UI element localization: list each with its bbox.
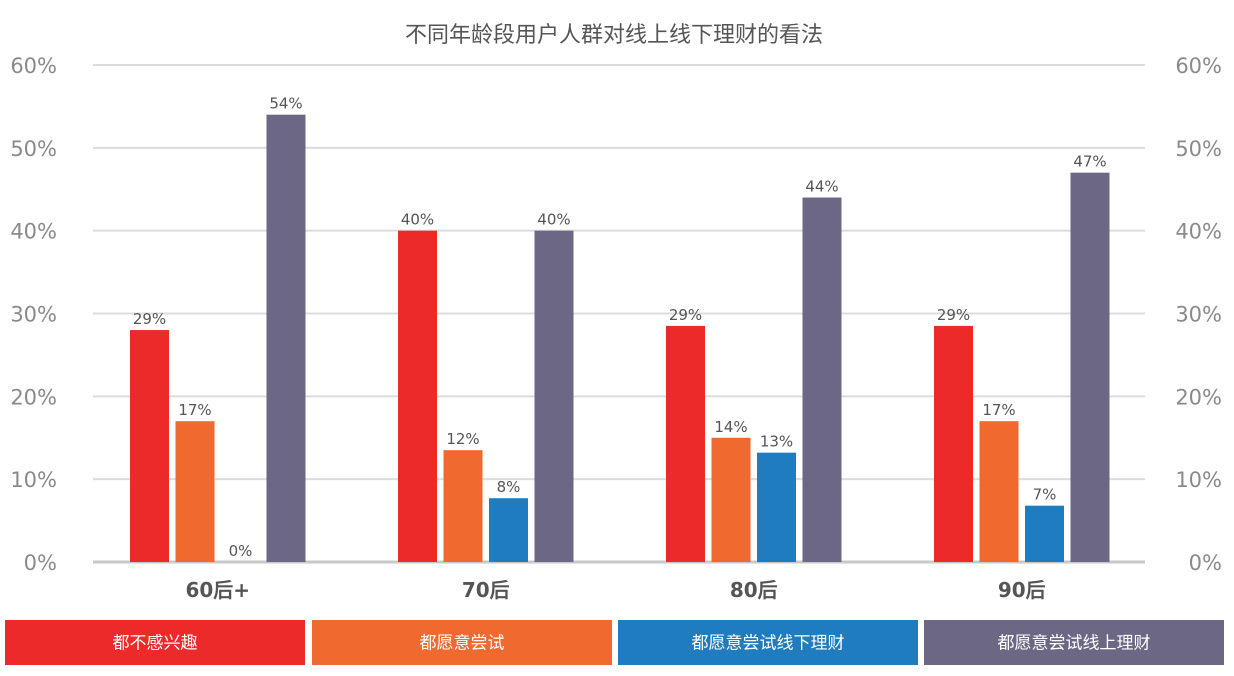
data-label: 54%	[269, 95, 302, 113]
bar	[802, 197, 842, 563]
y-axis-right: 0% 10% 20% 30% 40% 50% 60%	[1175, 54, 1222, 575]
y-axis-left: 0% 10% 20% 30% 40% 50% 60%	[10, 54, 57, 575]
y-tick-label-left: 60%	[10, 54, 57, 78]
x-category-label: 60后+	[185, 578, 250, 602]
chart-title: 不同年龄段用户人群对线上线下理财的看法	[405, 23, 823, 48]
legend-label: 都愿意尝试线上理财	[998, 634, 1151, 654]
y-tick-label-left: 30%	[10, 303, 57, 327]
y-tick-label-left: 0%	[24, 551, 57, 575]
legend-swatch	[618, 620, 918, 665]
legend-label: 都愿意尝试	[420, 634, 505, 654]
data-label: 17%	[178, 401, 211, 419]
y-tick-label-right: 30%	[1175, 303, 1222, 327]
legend-label: 都不感兴趣	[113, 634, 198, 654]
data-label: 13%	[760, 433, 793, 451]
x-category-label: 90后	[998, 578, 1046, 602]
data-label: 17%	[982, 401, 1015, 419]
bar	[1025, 505, 1064, 562]
bar	[443, 450, 483, 562]
data-label: 12%	[446, 430, 479, 448]
data-label: 29%	[133, 310, 166, 328]
legend-swatch	[5, 620, 305, 665]
bar	[1070, 172, 1110, 562]
data-label: 40%	[537, 211, 570, 229]
y-tick-label-left: 10%	[10, 468, 57, 492]
data-label: 29%	[669, 306, 702, 324]
y-tick-label-right: 50%	[1175, 137, 1222, 161]
legend-item: 都愿意尝试线下理财	[618, 620, 918, 665]
x-category-label: 70后	[462, 578, 510, 602]
y-tick-label-right: 0%	[1189, 551, 1222, 575]
x-category-label: 80后	[730, 578, 778, 602]
legend: 都不感兴趣 都愿意尝试 都愿意尝试线下理财 都愿意尝试线上理财	[5, 620, 1224, 665]
x-axis-categories: 60后+ 70后 80后 90后	[185, 578, 1045, 602]
data-label: 14%	[714, 418, 747, 436]
bar	[757, 452, 796, 562]
y-tick-label-right: 40%	[1175, 220, 1222, 244]
bar	[979, 421, 1019, 562]
y-tick-label-right: 20%	[1175, 385, 1222, 409]
data-label: 44%	[805, 178, 838, 196]
y-tick-label-left: 50%	[10, 137, 57, 161]
bar	[398, 230, 437, 562]
data-label: 40%	[401, 211, 434, 229]
bar	[934, 325, 973, 562]
data-label: 8%	[497, 478, 521, 496]
legend-item: 都愿意尝试线上理财	[924, 620, 1224, 665]
legend-item: 都不感兴趣	[5, 620, 305, 665]
legend-label: 都愿意尝试线下理财	[692, 634, 845, 654]
y-tick-label-left: 20%	[10, 385, 57, 409]
legend-swatch	[924, 620, 1224, 665]
legend-item: 都愿意尝试	[312, 620, 612, 665]
data-label: 7%	[1033, 486, 1057, 504]
y-tick-label-left: 40%	[10, 220, 57, 244]
data-labels: 29% 17% 0% 54% 40% 12% 8% 40% 29% 14% 13% 44% 29% 17%…	[133, 95, 1107, 560]
bar	[666, 325, 705, 562]
data-label: 29%	[937, 306, 970, 324]
data-label: 47%	[1073, 153, 1106, 171]
data-label: 0%	[229, 542, 253, 560]
y-tick-label-right: 10%	[1175, 468, 1222, 492]
bar	[266, 114, 306, 562]
y-tick-label-right: 60%	[1175, 54, 1222, 78]
bar	[534, 230, 574, 562]
legend-swatch	[312, 620, 612, 665]
bar	[711, 437, 751, 562]
bars	[130, 114, 1110, 563]
bar	[130, 330, 169, 562]
bar	[175, 421, 215, 562]
bar	[489, 498, 528, 562]
